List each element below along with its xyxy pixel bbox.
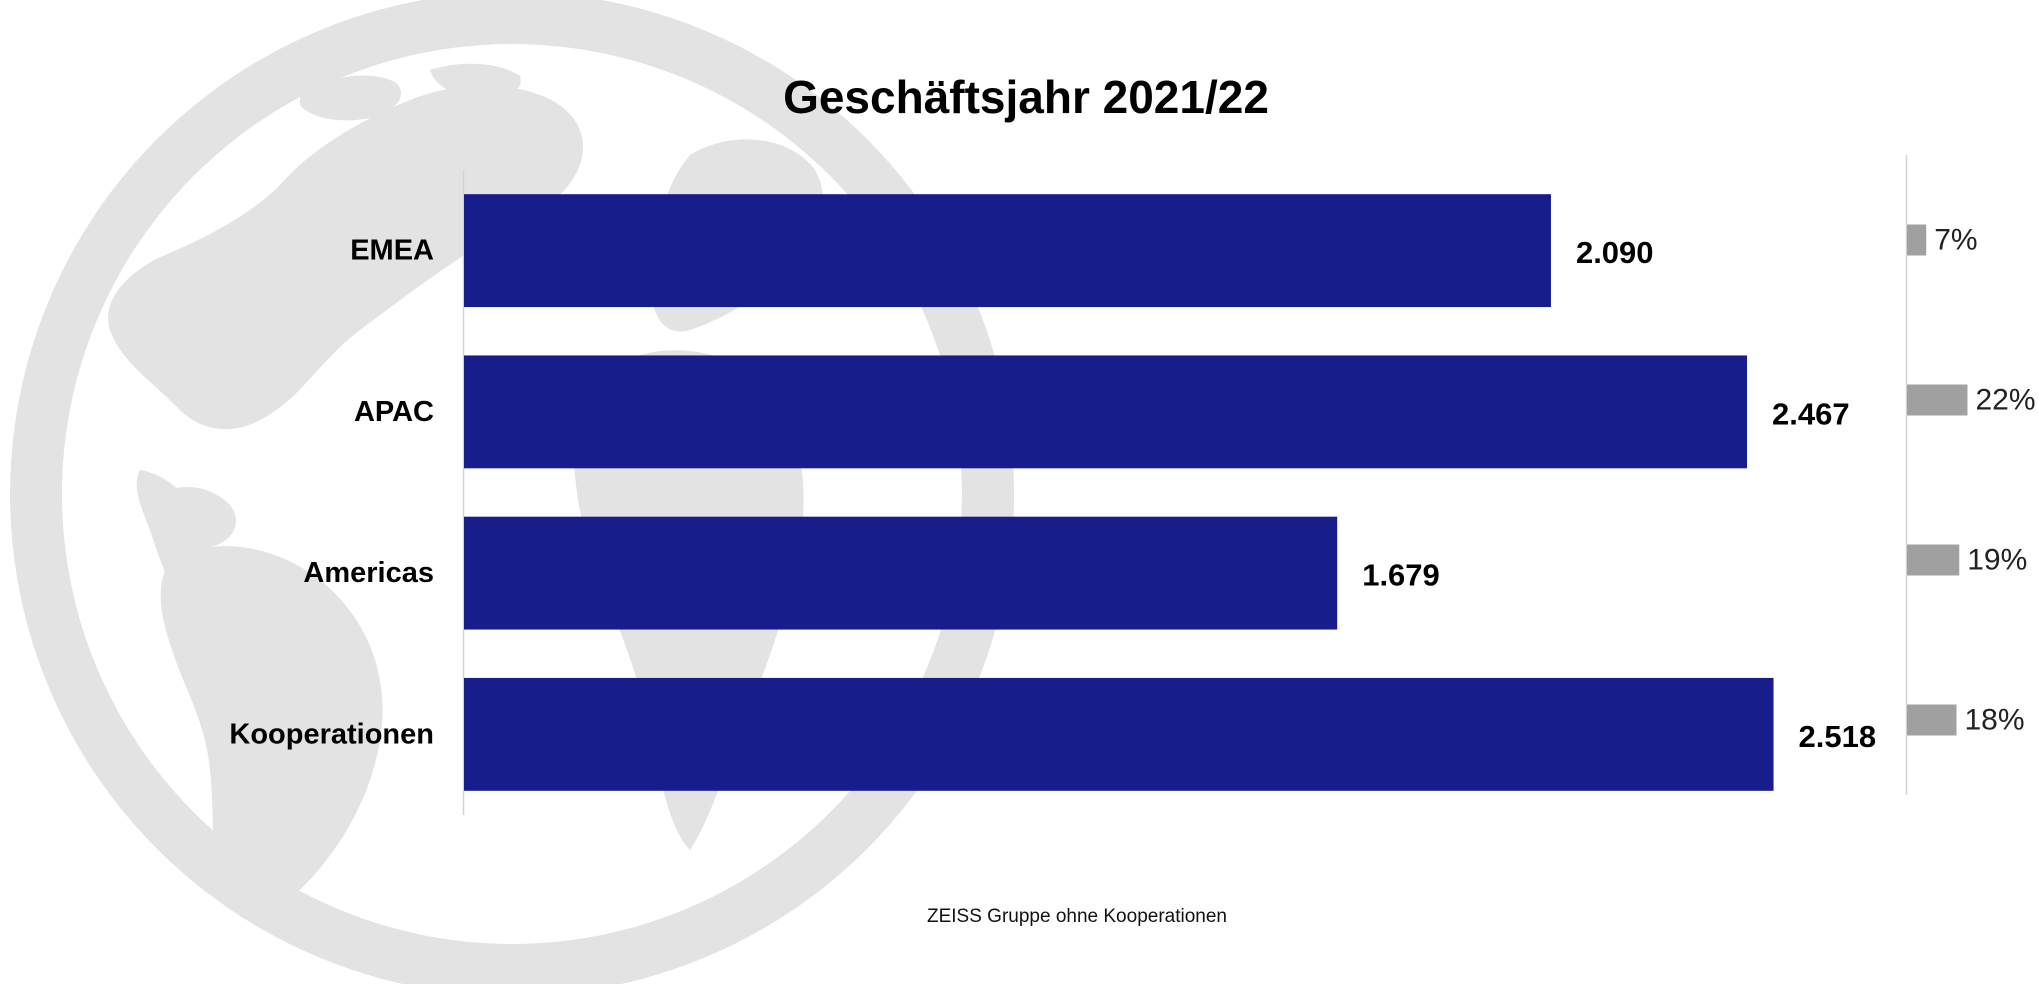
value-label: 1.679	[1362, 558, 1440, 593]
share-label: 18%	[1965, 704, 2025, 737]
bar-kooperationen	[464, 677, 1774, 791]
chart-title: Geschäftsjahr 2021/22	[783, 71, 1269, 123]
share-bar	[1907, 704, 1957, 736]
value-label: 2.467	[1772, 396, 1850, 431]
value-label: 2.518	[1799, 719, 1877, 754]
share-bar	[1907, 384, 1968, 416]
category-label: APAC	[354, 396, 434, 428]
bar-americas	[464, 516, 1338, 630]
value-label: 2.090	[1576, 235, 1654, 270]
category-label: Americas	[303, 557, 434, 589]
share-bar	[1907, 544, 1960, 576]
bar-emea	[464, 194, 1551, 308]
category-label: EMEA	[350, 235, 434, 267]
share-label: 22%	[1976, 384, 2036, 417]
share-bar	[1907, 224, 1927, 256]
share-label: 7%	[1934, 224, 1977, 257]
chart-footnote: ZEISS Gruppe ohne Kooperationen	[927, 906, 1227, 927]
category-label: Kooperationen	[229, 718, 434, 750]
bar-apac	[464, 355, 1748, 469]
share-label: 19%	[1967, 544, 2027, 577]
